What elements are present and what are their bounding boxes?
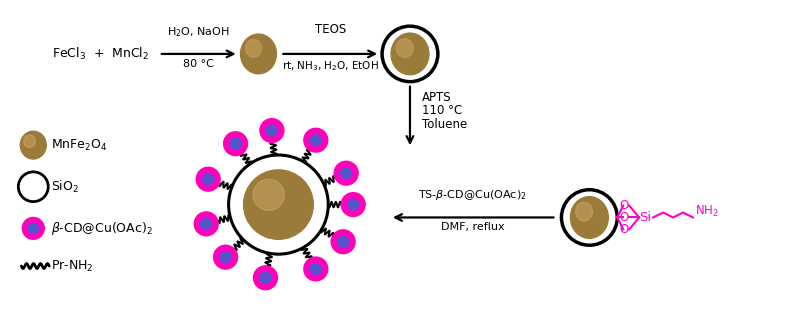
Text: APTS: APTS (422, 91, 451, 104)
Text: TS-$\beta$-CD@Cu(OAc)$_2$: TS-$\beta$-CD@Cu(OAc)$_2$ (418, 188, 527, 202)
Circle shape (347, 199, 359, 210)
Circle shape (194, 212, 218, 236)
Circle shape (267, 125, 277, 136)
Ellipse shape (571, 197, 609, 238)
Ellipse shape (20, 131, 46, 159)
Text: O: O (620, 199, 629, 212)
Circle shape (331, 230, 355, 254)
Text: TEOS: TEOS (314, 23, 346, 36)
Circle shape (230, 138, 241, 149)
Text: rt, NH$_3$, H$_2$O, EtOH: rt, NH$_3$, H$_2$O, EtOH (282, 59, 379, 73)
Text: SiO$_2$: SiO$_2$ (52, 179, 79, 195)
Circle shape (304, 257, 328, 281)
Text: O: O (620, 211, 629, 224)
Text: FeCl$_3$  +  MnCl$_2$: FeCl$_3$ + MnCl$_2$ (52, 46, 150, 62)
Circle shape (304, 128, 328, 152)
Text: 110 °C: 110 °C (422, 105, 462, 117)
Ellipse shape (391, 33, 429, 75)
Ellipse shape (245, 39, 262, 57)
Circle shape (201, 218, 212, 229)
Circle shape (310, 264, 322, 274)
Ellipse shape (240, 34, 276, 74)
Circle shape (196, 167, 220, 191)
Circle shape (223, 132, 247, 156)
Ellipse shape (253, 179, 285, 210)
Circle shape (260, 119, 284, 142)
Circle shape (19, 172, 48, 202)
Ellipse shape (575, 202, 592, 221)
Circle shape (220, 252, 231, 263)
Ellipse shape (243, 170, 314, 239)
Circle shape (562, 190, 617, 245)
Circle shape (341, 193, 365, 216)
Text: DMF, reflux: DMF, reflux (441, 222, 505, 232)
Circle shape (382, 26, 438, 82)
Text: Toluene: Toluene (422, 118, 467, 131)
Circle shape (254, 266, 277, 290)
Circle shape (334, 161, 358, 185)
Text: Pr-NH$_2$: Pr-NH$_2$ (52, 259, 93, 274)
Circle shape (28, 223, 38, 233)
Text: H$_2$O, NaOH: H$_2$O, NaOH (168, 25, 230, 39)
Circle shape (341, 168, 351, 179)
Text: $\beta$-CD@Cu(OAc)$_2$: $\beta$-CD@Cu(OAc)$_2$ (52, 220, 153, 237)
Text: MnFe$_2$O$_4$: MnFe$_2$O$_4$ (52, 138, 108, 153)
Circle shape (229, 155, 328, 254)
Ellipse shape (397, 39, 413, 57)
Text: 80 °C: 80 °C (183, 59, 214, 69)
Circle shape (214, 245, 238, 269)
Ellipse shape (24, 135, 35, 147)
Text: NH$_2$: NH$_2$ (695, 204, 719, 219)
Circle shape (310, 135, 322, 146)
Text: Si: Si (639, 211, 651, 224)
Circle shape (23, 217, 44, 239)
Circle shape (203, 174, 214, 185)
Circle shape (260, 272, 271, 283)
Circle shape (338, 236, 349, 247)
Text: O: O (620, 223, 629, 236)
